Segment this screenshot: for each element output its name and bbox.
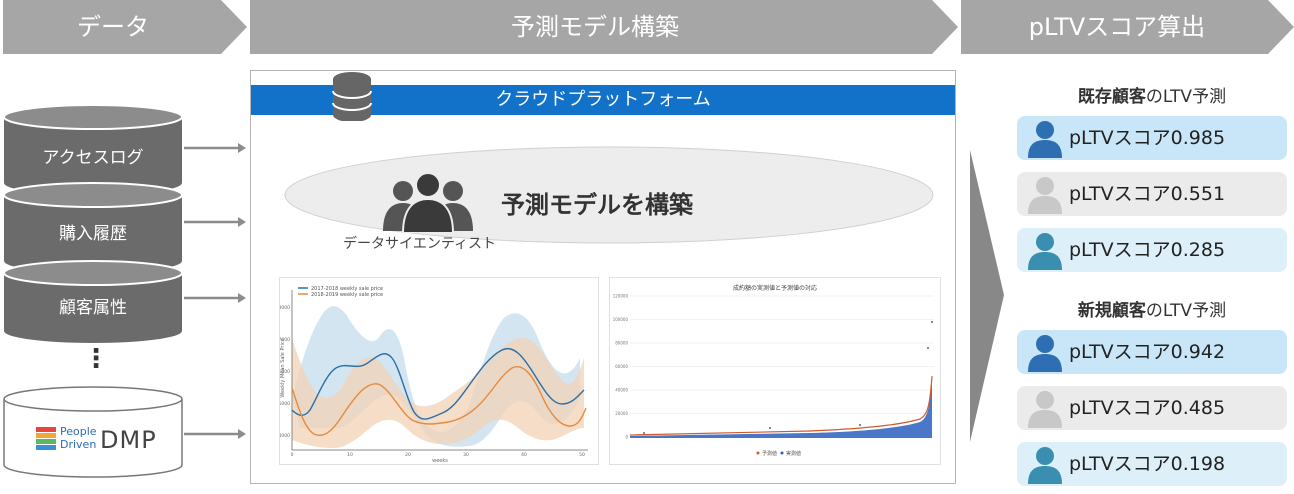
new-score-card: pLTVスコア0.198 xyxy=(1017,442,1287,486)
actual-vs-predicted-svg: 成約額の実測値と予測値の対応 120000 100000 80000 60000 400… xyxy=(613,284,934,457)
dmp-logo-line2: Driven xyxy=(60,438,97,451)
cylinder-dmp xyxy=(3,386,183,478)
existing-score-card: pLTVスコア0.285 xyxy=(1017,228,1287,272)
band-blue xyxy=(292,306,580,447)
actual-values-band xyxy=(630,378,932,438)
source-arrows xyxy=(184,143,246,439)
user-icon xyxy=(1028,233,1062,270)
line-chart-y-label: Weekly Mean Sale Price xyxy=(280,338,286,397)
line-chart-y-tick: 8000 xyxy=(280,305,290,311)
legend-series-1: 2017-2018 weekly sale price xyxy=(311,286,383,292)
header-score-chevron: pLTVスコア算出 xyxy=(961,0,1294,54)
source-purchase-history-label: 購入履歴 xyxy=(59,224,127,244)
source-ellipsis: ⋮ xyxy=(83,344,109,374)
new-score-card: pLTVスコア0.485 xyxy=(1017,386,1287,430)
scatter-y-tick: 0 xyxy=(625,435,628,440)
scatter-legend-actual: 実測値 xyxy=(786,450,801,457)
line-chart-x-tick: 30 xyxy=(463,452,469,458)
process-arrow xyxy=(970,150,1004,442)
new-score-label: pLTVスコア0.198 xyxy=(1069,453,1226,475)
line-chart-x-ticks: 0 10 20 30 40 50 xyxy=(291,452,585,458)
user-icon xyxy=(1028,391,1062,428)
line-chart-x-tick: 40 xyxy=(521,452,527,458)
scatter-legend-predicted: 予測値 xyxy=(762,450,777,457)
model-label: 予測モデルを構築 xyxy=(501,191,693,219)
data-scientists-icon xyxy=(383,172,473,233)
platform-title: クラウドプラットフォーム xyxy=(495,89,711,110)
dmp-logo-line1: People xyxy=(60,425,97,438)
database-icon xyxy=(332,72,372,121)
scatter-y-tick: 80000 xyxy=(615,341,628,346)
cylinder-customer-attributes xyxy=(3,260,183,343)
line-chart-y-tick: 6000 xyxy=(280,369,290,375)
band-orange xyxy=(292,337,584,448)
existing-score-label: pLTVスコア0.285 xyxy=(1069,239,1226,261)
existing-title-bold: 既存顧客 xyxy=(1077,87,1146,107)
user-icon xyxy=(1028,335,1062,372)
new-title-rest: のLTV予測 xyxy=(1145,301,1227,321)
scatter-outliers xyxy=(643,321,933,434)
line-chart-y-tick: 4000 xyxy=(280,433,290,439)
data-source-cylinders xyxy=(3,104,246,478)
header-score-label: pLTVスコア算出 xyxy=(1028,13,1206,41)
user-icon xyxy=(1028,447,1062,484)
cloud-platform-panel: クラウドプラットフォーム 予測モデルを構築 データサイエンティスト xyxy=(250,70,956,484)
existing-customers-title: 既存顧客のLTV予測 xyxy=(1017,82,1287,107)
line-chart-x-tick: 0 xyxy=(291,452,294,458)
legend-series-2: 2018-2019 weekly sale price xyxy=(311,292,383,298)
scatter-legend: 予測値 実測値 xyxy=(756,450,801,457)
weekly-price-chart-svg: 2017-2018 weekly sale price 2018-2019 we… xyxy=(279,286,588,464)
scatter-y-tick: 40000 xyxy=(615,388,628,393)
scatter-y-tick: 100000 xyxy=(613,317,629,322)
line-chart-x-tick: 50 xyxy=(579,452,585,458)
user-icon xyxy=(1028,121,1062,158)
existing-score-card: pLTVスコア0.985 xyxy=(1017,116,1287,160)
series-line-orange xyxy=(291,366,587,437)
header-data-label: データ xyxy=(77,13,149,41)
line-chart-y-tick: 7000 xyxy=(280,337,290,343)
line-chart-x-tick: 10 xyxy=(347,452,353,458)
new-customers-title: 新規顧客のLTV予測 xyxy=(1017,296,1287,321)
scatter-chart-title: 成約額の実測値と予測値の対応 xyxy=(733,284,817,292)
existing-score-label: pLTVスコア0.551 xyxy=(1069,183,1226,205)
scatter-chart-grid: 120000 100000 80000 60000 40000 20000 0 xyxy=(613,294,934,440)
weekly-price-chart: 2017-2018 weekly sale price 2018-2019 we… xyxy=(279,277,599,465)
predicted-line xyxy=(629,375,933,436)
source-customer-attributes-label: 顧客属性 xyxy=(59,298,127,318)
existing-score-label: pLTVスコア0.985 xyxy=(1069,127,1226,149)
header-model-label: 予測モデル構築 xyxy=(511,13,679,41)
line-chart-x-label: weeks xyxy=(432,458,448,464)
existing-score-card: pLTVスコア0.551 xyxy=(1017,172,1287,216)
new-score-label: pLTVスコア0.942 xyxy=(1069,341,1226,363)
cylinder-purchase-history xyxy=(3,182,183,273)
source-access-log-label: アクセスログ xyxy=(42,148,144,168)
header-data-chevron: データ xyxy=(3,0,247,54)
user-icon xyxy=(1028,177,1062,214)
dmp-logo-brand: DMP xyxy=(100,426,157,454)
line-chart-y-ticks: 8000 7000 6000 5000 4000 xyxy=(279,305,291,439)
line-chart-y-tick: 5000 xyxy=(280,401,290,407)
scatter-y-tick: 60000 xyxy=(615,364,628,369)
cylinder-access-log xyxy=(3,104,183,195)
dmp-logo-mark xyxy=(36,427,56,450)
scatter-y-tick: 20000 xyxy=(615,411,628,416)
dmp-logo: People Driven DMP xyxy=(36,425,166,455)
scatter-y-tick: 120000 xyxy=(613,294,629,299)
new-title-bold: 新規顧客 xyxy=(1077,301,1146,321)
line-chart-legend: 2017-2018 weekly sale price 2018-2019 we… xyxy=(298,286,383,298)
header-model-chevron: 予測モデル構築 xyxy=(250,0,958,54)
data-scientist-label: データサイエンティスト xyxy=(343,236,497,252)
new-score-card: pLTVスコア0.942 xyxy=(1017,330,1287,374)
existing-title-rest: のLTV予測 xyxy=(1145,87,1227,107)
actual-vs-predicted-chart: 成約額の実測値と予測値の対応 120000 100000 80000 60000 400… xyxy=(609,277,941,465)
series-line-blue xyxy=(291,347,585,420)
new-score-label: pLTVスコア0.485 xyxy=(1069,397,1226,419)
line-chart-x-tick: 20 xyxy=(405,452,411,458)
